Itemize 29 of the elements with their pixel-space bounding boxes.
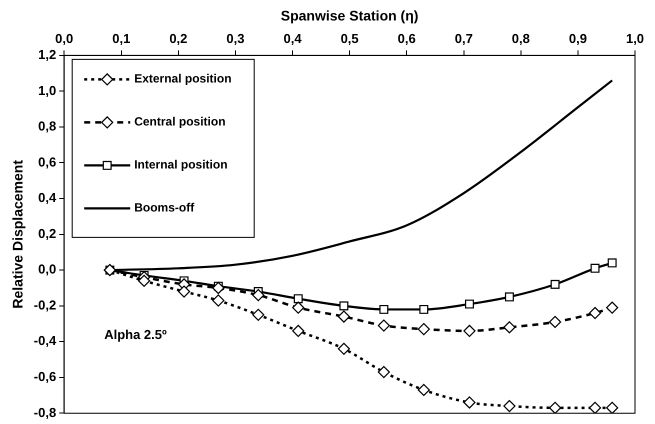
- legend-label: Booms-off: [134, 200, 196, 215]
- y-tick-label: -0,8: [34, 404, 56, 420]
- y-tick-label: 0,6: [38, 154, 56, 170]
- y-tick-label: 0,2: [38, 226, 56, 241]
- legend-label: External position: [134, 72, 232, 86]
- y-tick-label: 0,0: [38, 262, 56, 277]
- x-tick-label: 0,1: [112, 31, 130, 46]
- x-tick-label: 0,7: [454, 31, 473, 46]
- y-tick-label: 0,8: [38, 118, 56, 134]
- y-tick-label: 1,2: [38, 46, 56, 62]
- y-tick-label: 1,0: [38, 82, 56, 98]
- y-tick-label: -0,6: [34, 369, 56, 384]
- x-tick-label: 0,0: [55, 31, 74, 46]
- x-tick-label: 0,5: [340, 31, 359, 46]
- annotation: Alpha 2.5º: [104, 326, 167, 342]
- y-tick-label: 0,4: [38, 190, 57, 206]
- x-axis-title: Spanwise Station (η): [280, 7, 418, 24]
- x-tick-label: 0,9: [568, 31, 587, 46]
- x-tick-label: 0,6: [398, 31, 416, 46]
- y-tick-label: -0,2: [34, 297, 56, 312]
- y-tick-label: -0,4: [34, 333, 57, 348]
- x-tick-label: 1,0: [626, 31, 644, 46]
- y-axis-title: Relative Displacement: [9, 160, 26, 309]
- x-tick-label: 0,8: [512, 31, 530, 46]
- x-tick-label: 0,4: [283, 31, 302, 46]
- legend-label: Central position: [134, 114, 226, 129]
- x-tick-label: 0,2: [169, 31, 188, 46]
- legend-label: Internal position: [134, 158, 228, 172]
- x-tick-label: 0,3: [226, 31, 244, 46]
